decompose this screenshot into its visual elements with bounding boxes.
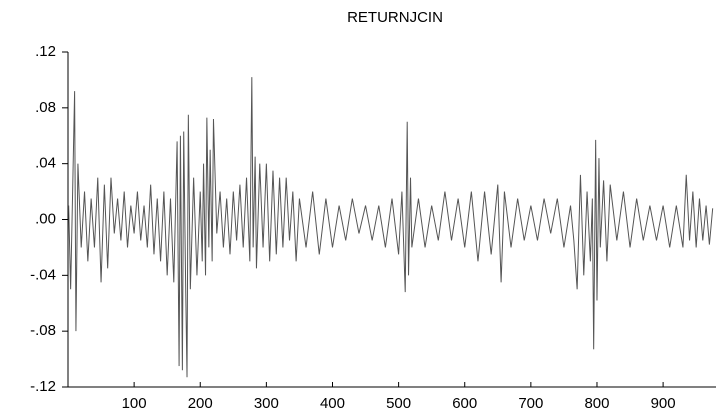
y-tick-label: .12 xyxy=(35,43,56,60)
y-tick-label: -.04 xyxy=(30,266,56,283)
x-tick-label: 400 xyxy=(320,395,345,412)
x-tick-label: 200 xyxy=(188,395,213,412)
y-tick-label: .04 xyxy=(35,155,56,172)
x-tick-label: 900 xyxy=(651,395,676,412)
x-tick-label: 700 xyxy=(518,395,543,412)
x-tick-label: 800 xyxy=(584,395,609,412)
x-tick-label: 100 xyxy=(122,395,147,412)
y-tick-label: .08 xyxy=(35,99,56,116)
x-tick-label: 600 xyxy=(452,395,477,412)
series-line xyxy=(68,77,714,378)
y-tick-label: -.08 xyxy=(30,322,56,339)
x-tick-label: 300 xyxy=(254,395,279,412)
x-tick-label: 500 xyxy=(386,395,411,412)
y-tick-label: .00 xyxy=(35,210,56,227)
chart-title: RETURNJCIN xyxy=(347,9,443,26)
y-tick-label: -.12 xyxy=(30,378,56,395)
